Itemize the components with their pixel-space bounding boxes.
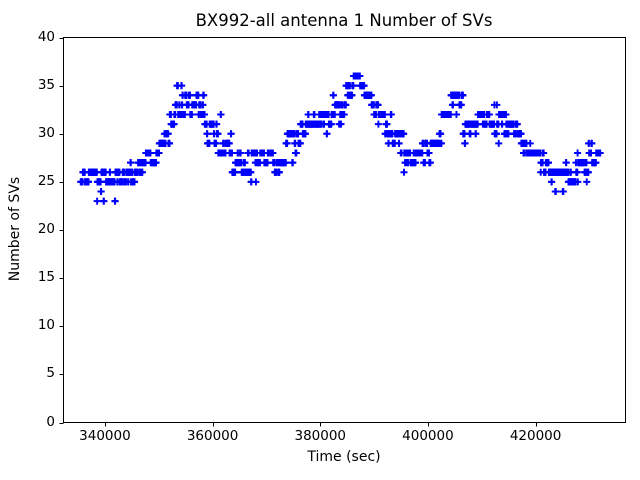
y-tick-label: 30 — [37, 124, 55, 141]
x-tick-label: 340000 — [79, 428, 131, 444]
y-tick-label: 5 — [46, 365, 55, 382]
x-axis-label: Time (sec) — [307, 449, 381, 465]
y-tick-label: 0 — [46, 413, 55, 430]
x-tick-label: 420000 — [509, 428, 562, 444]
x-tick-label: 360000 — [186, 428, 239, 444]
chart-title: BX992-all antenna 1 Number of SVs — [195, 11, 493, 30]
y-tick-label: 15 — [37, 269, 55, 286]
y-tick-label: 25 — [37, 172, 55, 189]
y-tick-label: 35 — [37, 76, 55, 93]
x-tick-label: 400000 — [402, 428, 454, 444]
y-tick-label: 20 — [37, 221, 55, 237]
x-tick-label: 380000 — [294, 428, 347, 444]
y-tick-label: 40 — [37, 28, 55, 45]
y-tick-label: 10 — [37, 317, 55, 334]
